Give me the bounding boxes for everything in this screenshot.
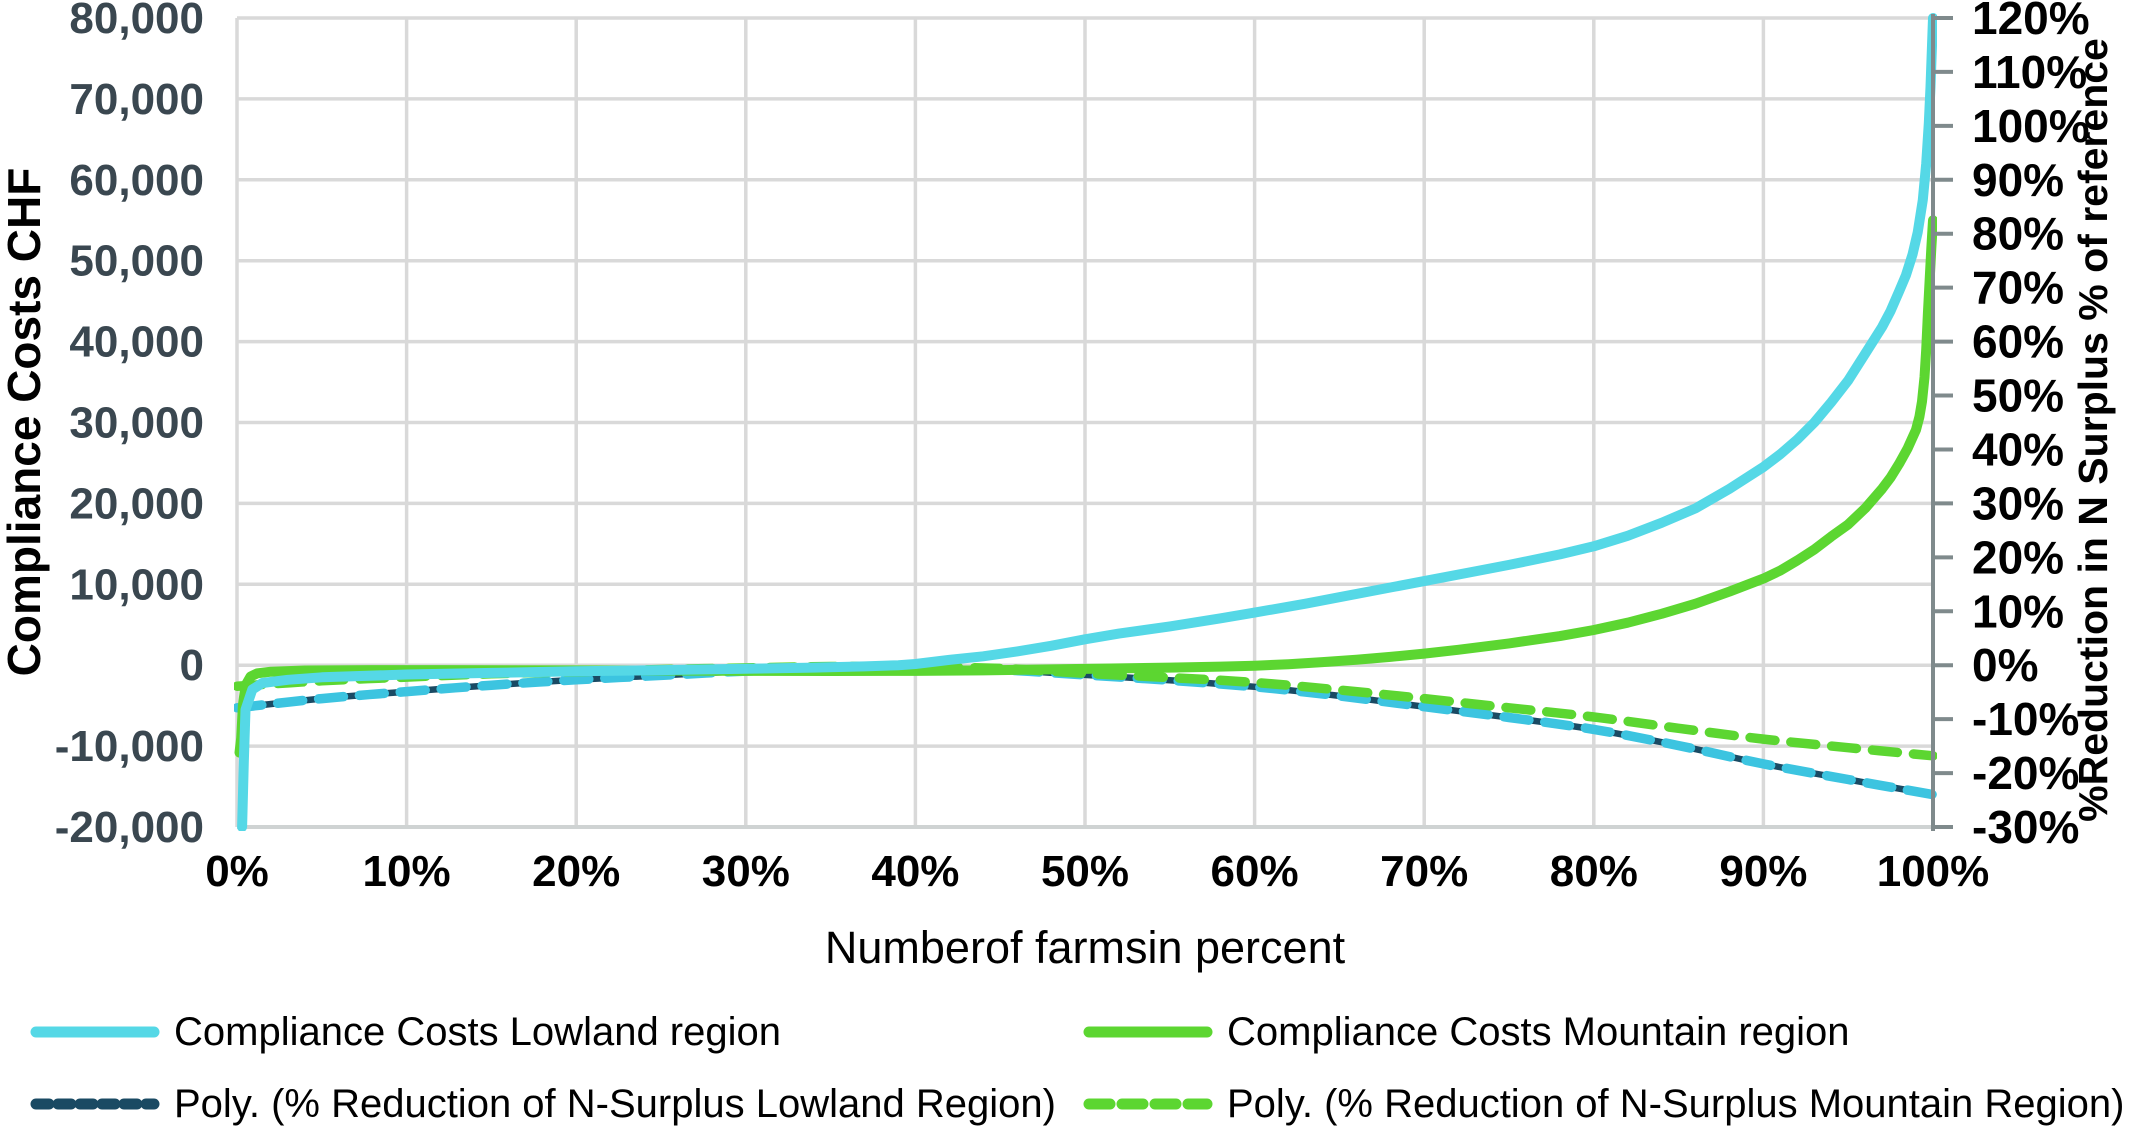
y-right-tick-label: 40%: [1972, 423, 2064, 475]
legend-item-compliance-costs-mountain-region: Compliance Costs Mountain region: [1083, 996, 2137, 1068]
y-left-tick-label: 40,000: [69, 318, 204, 367]
y-left-tick-label: 60,000: [69, 156, 204, 205]
x-tick-label: 0%: [205, 847, 269, 896]
x-tick-label: 100%: [1877, 847, 1990, 896]
x-tick-label: 80%: [1550, 847, 1638, 896]
y-right-tick-label: 30%: [1972, 477, 2064, 529]
legend-label: Poly. (% Reduction of N-Surplus Mountain…: [1227, 1081, 2125, 1126]
y-left-tick-label: 50,000: [69, 237, 204, 286]
y-right-tick-label: 10%: [1972, 585, 2064, 637]
x-tick-label: 40%: [871, 847, 959, 896]
y-right-tick-label: -10%: [1972, 693, 2079, 745]
solid-line-swatch-icon: [30, 1026, 160, 1038]
y-right-tick-label: 70%: [1972, 262, 2064, 314]
legend-item-compliance-costs-lowland-region: Compliance Costs Lowland region: [30, 996, 1083, 1068]
x-tick-label: 60%: [1211, 847, 1299, 896]
legend-label: Compliance Costs Lowland region: [174, 1009, 781, 1054]
y-left-tick-label: 0: [180, 641, 204, 690]
y-right-tick-label: 90%: [1972, 154, 2064, 206]
y-right-tick-label: 20%: [1972, 531, 2064, 583]
legend-item-poly-reduction-of-n-surplus-mountain-region: Poly. (% Reduction of N-Surplus Mountain…: [1083, 1068, 2137, 1140]
y-right-tick-label: -20%: [1972, 747, 2079, 799]
y-right-tick-label: 0%: [1972, 639, 2038, 691]
y-right-tick-label: 50%: [1972, 370, 2064, 422]
y-right-tick-label: 110%: [1972, 46, 2087, 98]
y-right-tick-label: 60%: [1972, 316, 2064, 368]
y-left-tick-label: 20,000: [69, 479, 204, 528]
x-axis-title: Numberof farmsin percent: [825, 922, 1346, 973]
dashed-line-swatch-icon: [1083, 1098, 1213, 1110]
x-tick-label: 30%: [702, 847, 790, 896]
x-tick-label: 50%: [1041, 847, 1129, 896]
legend-label: Compliance Costs Mountain region: [1227, 1009, 1850, 1054]
y-left-tick-label: 30,000: [69, 399, 204, 448]
y-left-tick-label: 80,000: [69, 0, 204, 43]
right-axis-title: %Reduction in N Surplus % of reference: [2070, 38, 2116, 822]
x-tick-label: 90%: [1719, 847, 1807, 896]
series-compliance-costs-lowland-region: [237, 13, 1937, 831]
x-tick-label: 70%: [1380, 847, 1468, 896]
dashed-line-swatch-icon: [30, 1098, 160, 1110]
y-left-tick-label: -20,000: [55, 803, 204, 852]
y-right-tick-label: 80%: [1972, 208, 2064, 260]
legend-label: Poly. (% Reduction of N-Surplus Lowland …: [174, 1081, 1056, 1126]
x-tick-label: 10%: [363, 847, 451, 896]
legend-item-poly-reduction-of-n-surplus-lowland-region: Poly. (% Reduction of N-Surplus Lowland …: [30, 1068, 1083, 1140]
x-tick-label: 20%: [532, 847, 620, 896]
y-right-tick-label: 120%: [1972, 0, 2090, 44]
y-left-tick-label: 70,000: [69, 75, 204, 124]
y-right-tick-label: 100%: [1972, 100, 2090, 152]
y-right-tick-label: -30%: [1972, 801, 2079, 853]
left-axis-title: Compliance Costs CHF: [0, 168, 50, 677]
y-left-tick-label: -10,000: [55, 722, 204, 771]
y-left-tick-label: 10,000: [69, 560, 204, 609]
legend: Compliance Costs Lowland region Complianc…: [0, 996, 2137, 1140]
solid-line-swatch-icon: [1083, 1026, 1213, 1038]
